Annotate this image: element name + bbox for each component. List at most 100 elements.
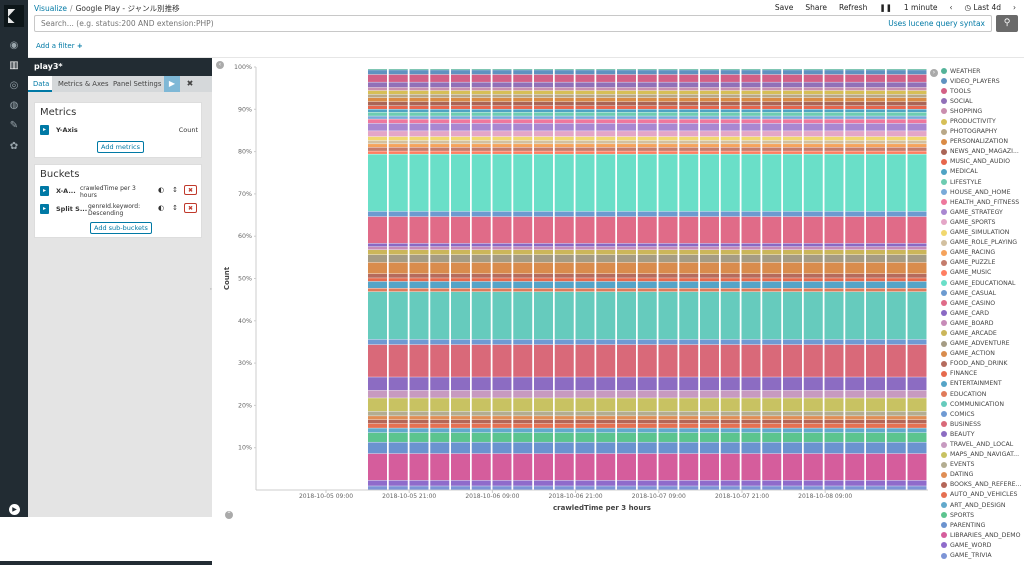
legend-item[interactable]: TRAVEL_AND_LOCAL [941,439,1024,449]
bar-segment [492,339,512,345]
bar-segment [471,97,491,102]
share-button[interactable]: Share [805,3,827,12]
collapse-sidebar-icon[interactable]: ‹ [216,61,224,69]
legend-item[interactable]: PHOTOGRAPHY [941,127,1024,137]
legend-item[interactable]: SHOPPING [941,106,1024,116]
legend-item[interactable]: GAME_EDUCATIONAL [941,278,1024,288]
visualize-icon[interactable]: ▥ [9,60,19,71]
legend-item[interactable]: GAME_ROLE_PLAYING [941,238,1024,248]
add-metrics-button[interactable]: Add metrics [97,141,144,153]
tab-data[interactable]: Data [28,76,52,92]
legend-item[interactable]: GAME_BOARD [941,318,1024,328]
bucket-row-split-series[interactable]: ▸ Split S... genreId.keyword: Descending… [40,203,198,217]
drag-handle-icon[interactable]: ↕ [172,204,178,212]
legend-item[interactable]: PARENTING [941,520,1024,530]
legend-item[interactable]: SOCIAL [941,96,1024,106]
lucene-syntax-link[interactable]: Uses lucene query syntax [888,19,985,28]
legend-item[interactable]: TOOLS [941,86,1024,96]
legend-item[interactable]: AUTO_AND_VEHICLES [941,490,1024,500]
bar-segment [492,281,512,289]
legend-item[interactable]: COMMUNICATION [941,399,1024,409]
legend-item[interactable]: SPORTS [941,510,1024,520]
management-icon[interactable]: ✿ [9,141,19,152]
pause-icon[interactable]: ❚❚ [879,3,892,12]
legend-item[interactable]: HEALTH_AND_FITNESS [941,197,1024,207]
legend-item[interactable]: COMICS [941,409,1024,419]
legend-item[interactable]: MAPS_AND_NAVIGAT... [941,450,1024,460]
refresh-interval[interactable]: 1 minute [903,3,938,12]
devtools-icon[interactable]: ✎ [9,120,19,131]
legend-item[interactable]: WEATHER [941,66,1024,76]
legend-item[interactable]: DATING [941,470,1024,480]
chevron-right-icon[interactable]: › [1013,3,1016,12]
tab-panel-settings[interactable]: Panel Settings [113,80,162,88]
refresh-button[interactable]: Refresh [839,3,868,12]
kibana-logo[interactable] [4,5,24,27]
legend-item[interactable]: GAME_MUSIC [941,268,1024,278]
legend-item[interactable]: MUSIC_AND_AUDIO [941,157,1024,167]
legend-item[interactable]: LIFESTYLE [941,177,1024,187]
add-filter-button[interactable]: Add a filter + [36,42,83,50]
legend-item[interactable]: VIDEO_PLAYERS [941,76,1024,86]
discard-changes-icon[interactable]: ✖ [186,79,194,88]
dashboard-icon[interactable]: ◎ [9,80,19,91]
bucket-row-x-axis[interactable]: ▸ X-A... crawledTime per 3 hours ◐ ↕ ✖ [40,185,198,199]
legend-item[interactable]: BUSINESS [941,419,1024,429]
expand-caret-icon[interactable]: ▸ [40,186,49,196]
apply-changes-button[interactable]: ▶ [164,76,180,92]
add-sub-buckets-button[interactable]: Add sub-buckets [90,222,152,234]
expand-caret-icon[interactable]: ▸ [40,125,49,135]
legend-item[interactable]: GAME_PUZZLE [941,258,1024,268]
metric-row[interactable]: ▸ Y-Axis Count [40,124,198,136]
legend-item[interactable]: GAME_CASINO [941,298,1024,308]
bar-segment [492,416,512,420]
legend-item[interactable]: GAME_WORD [941,540,1024,550]
collapse-nav-icon[interactable]: ▶ [9,504,20,515]
legend-item[interactable]: GAME_CASUAL [941,288,1024,298]
tab-metrics-axes[interactable]: Metrics & Axes [58,80,109,88]
time-range-picker[interactable]: ◷ Last 4d [965,3,1001,12]
legend-item[interactable]: MEDICAL [941,167,1024,177]
legend-item[interactable]: GAME_STRATEGY [941,207,1024,217]
bar-segment [845,281,865,289]
legend-item[interactable]: ENTERTAINMENT [941,379,1024,389]
expand-caret-icon[interactable]: ▸ [40,204,49,214]
legend-item[interactable]: EVENTS [941,460,1024,470]
collapse-legend-icon[interactable]: › [930,69,938,77]
expand-bottom-icon[interactable]: ⌃ [225,511,233,519]
legend-item[interactable]: GAME_SIMULATION [941,228,1024,238]
toggle-icon[interactable]: ◐ [157,204,165,212]
chevron-left-icon[interactable]: ‹ [949,3,953,12]
legend-item[interactable]: LIBRARIES_AND_DEMO [941,530,1024,540]
legend-item[interactable]: GAME_SPORTS [941,217,1024,227]
legend-item[interactable]: ART_AND_DESIGN [941,500,1024,510]
legend-dot-icon [941,401,947,408]
discover-icon[interactable]: ◉ [9,40,19,51]
remove-bucket-icon[interactable]: ✖ [184,185,197,195]
legend-item[interactable]: GAME_ACTION [941,349,1024,359]
bar-segment [720,432,740,442]
remove-bucket-icon[interactable]: ✖ [184,203,197,213]
legend-item[interactable]: GAME_TRIVIA [941,551,1024,561]
breadcrumb-visualize[interactable]: Visualize [34,4,68,13]
timelion-icon[interactable]: ◍ [9,100,19,111]
legend-item[interactable]: GAME_ADVENTURE [941,339,1024,349]
legend-item[interactable]: NEWS_AND_MAGAZI... [941,147,1024,157]
legend-item[interactable]: BEAUTY [941,429,1024,439]
legend-item[interactable]: FINANCE [941,369,1024,379]
legend-item[interactable]: GAME_CARD [941,308,1024,318]
legend-item[interactable]: FOOD_AND_DRINK [941,359,1024,369]
legend-item[interactable]: GAME_ARCADE [941,328,1024,338]
drag-handle-icon[interactable]: ↕ [172,186,178,194]
bar-segment [409,70,429,75]
search-input[interactable] [35,16,635,31]
toggle-icon[interactable]: ◐ [157,186,165,194]
legend-item[interactable]: EDUCATION [941,389,1024,399]
legend-item[interactable]: PRODUCTIVITY [941,116,1024,126]
legend-item[interactable]: BOOKS_AND_REFERE... [941,480,1024,490]
legend-item[interactable]: HOUSE_AND_HOME [941,187,1024,197]
save-button[interactable]: Save [774,3,794,12]
legend-item[interactable]: GAME_RACING [941,248,1024,258]
search-button[interactable]: ⚲ [996,15,1018,32]
legend-item[interactable]: PERSONALIZATION [941,137,1024,147]
